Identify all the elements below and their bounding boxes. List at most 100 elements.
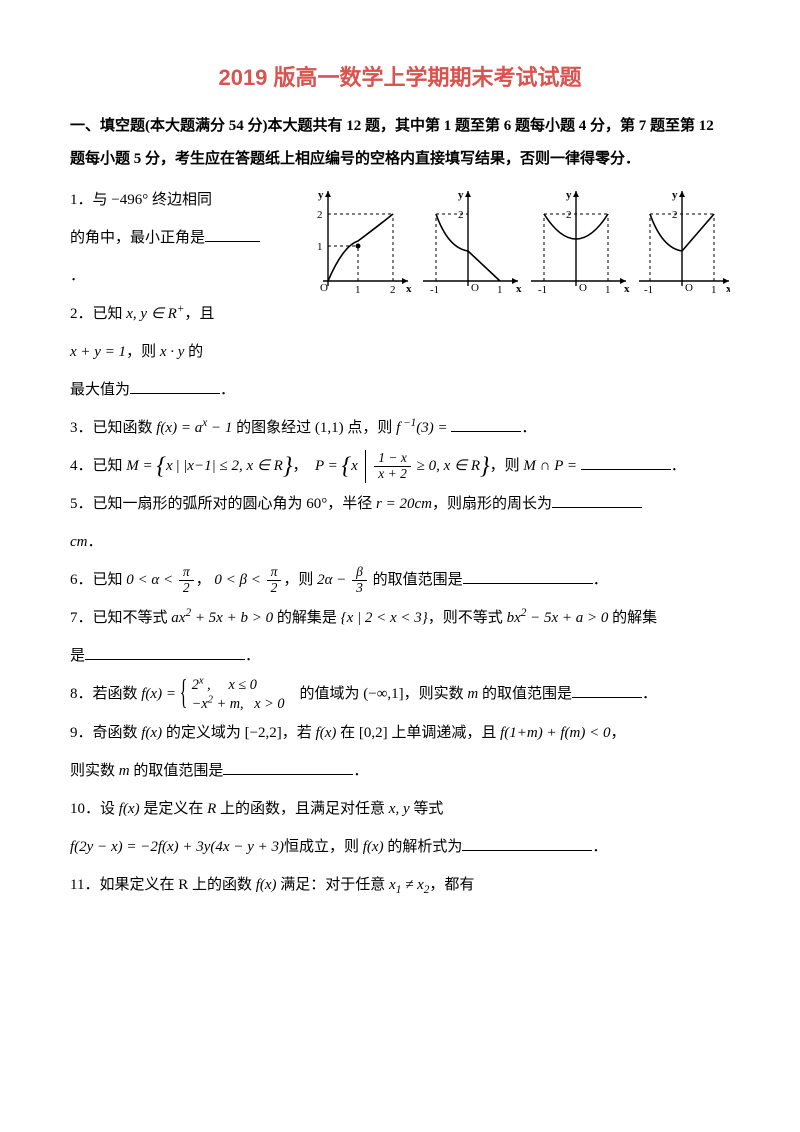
svg-text:O: O xyxy=(685,282,693,294)
q10c: 上的函数，且满足对任意 xyxy=(216,801,389,817)
svg-text:x: x xyxy=(726,283,730,295)
q6c: ，则 xyxy=(283,572,317,588)
math-M: M = {x | |x−1| ≤ 2, x ∈ R} xyxy=(126,458,292,474)
math-fxpw: f(x) = xyxy=(141,686,179,702)
q2b: ，且 xyxy=(184,306,214,322)
blank xyxy=(463,569,593,584)
svg-text:1: 1 xyxy=(497,284,503,296)
svg-text:2: 2 xyxy=(566,209,572,221)
svg-text:1: 1 xyxy=(711,284,717,296)
svg-text:x: x xyxy=(406,283,412,295)
q9f: 的取值范围是 xyxy=(130,763,224,779)
svg-text:x: x xyxy=(516,283,522,295)
q2d: 的 xyxy=(184,344,203,360)
q7-line1: 7．已知不等式 ax2 + 5x + b > 0 的解集是 {x | 2 < x… xyxy=(70,600,730,636)
math-x1x2: x1 ≠ x2 xyxy=(389,877,429,893)
q11b: 满足：对于任意 xyxy=(277,877,390,893)
math-f2yx: f(2y − x) = −2f(x) + 3y(4x − y + 3) xyxy=(70,839,284,855)
q9e: 则实数 xyxy=(70,763,119,779)
q5c: ． xyxy=(88,534,103,550)
svg-text:2: 2 xyxy=(390,284,396,296)
math-alpha: 0 < α < π2 xyxy=(126,572,195,588)
frac-num: π xyxy=(179,565,194,581)
blank xyxy=(581,455,671,470)
q4a: 4．已知 xyxy=(70,458,126,474)
math-m9: m xyxy=(119,763,130,779)
q8a: 8．若函数 xyxy=(70,686,141,702)
q7c: ，则不等式 xyxy=(428,610,507,626)
cm-unit: cm xyxy=(70,534,88,550)
q10f: 的解析式为 xyxy=(384,839,463,855)
svg-text:O: O xyxy=(579,282,587,294)
q1-text: 的角中，最小正角是 xyxy=(70,230,205,246)
q5b: ，则扇形的周长为 xyxy=(432,496,552,512)
q3c: ． xyxy=(521,420,536,436)
pw-row2: −x2 + m, x > 0 xyxy=(192,695,285,714)
q7-line2: 是． xyxy=(70,638,730,674)
blank xyxy=(130,379,220,394)
q11a: 11．如果定义在 R 上的函数 xyxy=(70,877,256,893)
q10e: 恒成立，则 xyxy=(284,839,363,855)
q9g: ． xyxy=(353,763,368,779)
page-title: 2019 版高一数学上学期期末考试试题 xyxy=(70,60,730,92)
math-set23: {x | 2 < x < 3} xyxy=(341,610,428,626)
math-m: m xyxy=(467,686,478,702)
svg-text:y: y xyxy=(566,189,572,201)
q6: 6．已知 0 < α < π2， 0 < β < π2，则 2α − β3 的取… xyxy=(70,562,730,598)
math-bx2: bx2 − 5x + a > 0 xyxy=(507,610,609,626)
svg-text:1: 1 xyxy=(317,241,323,253)
math-2ab3: 2α − β3 xyxy=(317,572,369,588)
q4d: ． xyxy=(671,458,686,474)
blank xyxy=(85,645,245,660)
q10g: ． xyxy=(592,839,607,855)
math-fx9b: f(x) xyxy=(316,725,337,741)
q5b-unit: cm． xyxy=(70,524,730,560)
q10d: 等式 xyxy=(410,801,444,817)
q3: 3．已知函数 f(x) = ax − 1 的图象经过 (1,1) 点，则 f −… xyxy=(70,410,730,446)
frac-den: 2 xyxy=(179,581,194,596)
q2c: ，则 xyxy=(126,344,160,360)
math-fx9: f(x) xyxy=(141,725,162,741)
q9b: 的定义域为 [−2,2]，若 xyxy=(162,725,315,741)
q2f: ． xyxy=(220,382,235,398)
svg-text:2: 2 xyxy=(672,209,678,221)
q6a: 6．已知 xyxy=(70,572,126,588)
q7b: 的解集是 xyxy=(273,610,341,626)
blank xyxy=(552,493,642,508)
math-McapP: M ∩ P = xyxy=(523,458,577,474)
math-r20: r = 20cm xyxy=(376,496,432,512)
math-xy10: x, y xyxy=(389,801,410,817)
q2a: 2．已知 xyxy=(70,306,126,322)
q8: 8．若函数 f(x) = 2x , x ≤ 0 −x2 + m, x > 0 的… xyxy=(70,676,730,713)
svg-text:2: 2 xyxy=(458,209,464,221)
piecewise: 2x , x ≤ 0 −x2 + m, x > 0 xyxy=(180,676,285,713)
question-figures: x y O 1 2 1 2 x y O -1 1 2 xyxy=(300,182,730,297)
frac-num: 1 − x xyxy=(374,451,411,467)
q2-line2: x + y = 1，则 x · y 的 xyxy=(70,334,730,370)
q3a: 3．已知函数 xyxy=(70,420,156,436)
q2-line3: 最大值为． xyxy=(70,372,730,408)
q7f: ． xyxy=(245,648,260,664)
q6d: 的取值范围是 xyxy=(369,572,463,588)
math-f1mm: f(1+m) + f(m) < 0 xyxy=(500,725,610,741)
svg-text:1: 1 xyxy=(605,284,611,296)
q5a: 5．已知一扇形的弧所对的圆心角为 60°，半径 xyxy=(70,496,376,512)
q9c: 在 [0,2] 上单调递减，且 xyxy=(336,725,500,741)
pw-row1: 2x , x ≤ 0 xyxy=(192,676,285,695)
svg-text:2: 2 xyxy=(317,209,323,221)
math-R: R xyxy=(207,801,216,817)
svg-text:-1: -1 xyxy=(538,284,547,296)
q10b: 是定义在 xyxy=(140,801,208,817)
q10-line1: 10．设 f(x) 是定义在 R 上的函数，且满足对任意 x, y 等式 xyxy=(70,791,730,827)
q4b: ， xyxy=(292,458,307,474)
svg-text:x: x xyxy=(624,283,630,295)
q11c: ，都有 xyxy=(429,877,474,893)
math-xyR: x, y ∈ R+ xyxy=(126,306,184,322)
q2-line1: 2．已知 x, y ∈ R+，且 xyxy=(70,296,730,332)
math-fax: f(x) = ax − 1 xyxy=(156,420,232,436)
math-beta: 0 < β < π2 xyxy=(214,572,283,588)
svg-text:-1: -1 xyxy=(430,284,439,296)
q10a: 10．设 xyxy=(70,801,119,817)
q9d: ， xyxy=(610,725,625,741)
q7a: 7．已知不等式 xyxy=(70,610,171,626)
